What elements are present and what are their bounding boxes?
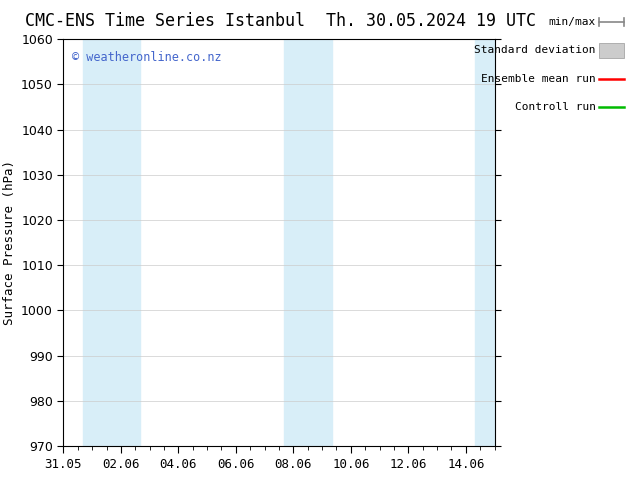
Bar <box>101 39 140 446</box>
Text: Th. 30.05.2024 19 UTC: Th. 30.05.2024 19 UTC <box>326 12 536 30</box>
Bar <box>303 39 332 446</box>
Bar <box>284 39 303 446</box>
Text: Ensemble mean run: Ensemble mean run <box>481 74 596 84</box>
Bar <box>82 39 101 446</box>
Text: Standard deviation: Standard deviation <box>474 46 596 55</box>
Text: min/max: min/max <box>548 17 596 27</box>
Bar <box>476 39 495 446</box>
Text: CMC-ENS Time Series Istanbul: CMC-ENS Time Series Istanbul <box>25 12 305 30</box>
Y-axis label: Surface Pressure (hPa): Surface Pressure (hPa) <box>3 160 16 325</box>
Text: © weatheronline.co.nz: © weatheronline.co.nz <box>72 51 222 64</box>
Text: Controll run: Controll run <box>515 102 596 112</box>
